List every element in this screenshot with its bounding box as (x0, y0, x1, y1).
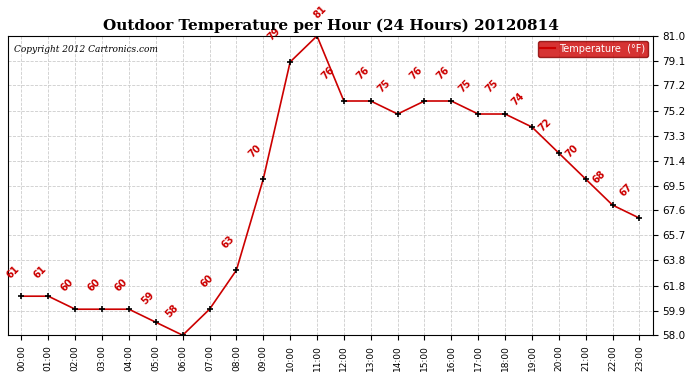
Text: 61: 61 (32, 264, 48, 280)
Legend: Temperature  (°F): Temperature (°F) (538, 41, 648, 57)
Text: 68: 68 (591, 169, 607, 186)
Text: 60: 60 (199, 273, 215, 290)
Text: 76: 76 (435, 65, 451, 81)
Text: 60: 60 (59, 277, 75, 294)
Text: 60: 60 (86, 277, 102, 294)
Text: 76: 76 (319, 65, 336, 81)
Text: 75: 75 (457, 78, 473, 94)
Text: 75: 75 (483, 78, 500, 94)
Text: 58: 58 (164, 303, 180, 320)
Text: 59: 59 (139, 290, 156, 307)
Text: 61: 61 (5, 264, 21, 280)
Text: 63: 63 (220, 234, 237, 250)
Text: 70: 70 (564, 143, 580, 159)
Text: 76: 76 (408, 65, 425, 81)
Title: Outdoor Temperature per Hour (24 Hours) 20120814: Outdoor Temperature per Hour (24 Hours) … (103, 19, 558, 33)
Text: 72: 72 (537, 117, 553, 134)
Text: 75: 75 (376, 78, 393, 94)
Text: 70: 70 (247, 143, 264, 159)
Text: 81: 81 (311, 4, 328, 20)
Text: 60: 60 (112, 277, 129, 294)
Text: 79: 79 (266, 26, 282, 42)
Text: 76: 76 (355, 65, 371, 81)
Text: 67: 67 (618, 182, 634, 199)
Text: 74: 74 (510, 91, 527, 108)
Text: Copyright 2012 Cartronics.com: Copyright 2012 Cartronics.com (14, 45, 158, 54)
